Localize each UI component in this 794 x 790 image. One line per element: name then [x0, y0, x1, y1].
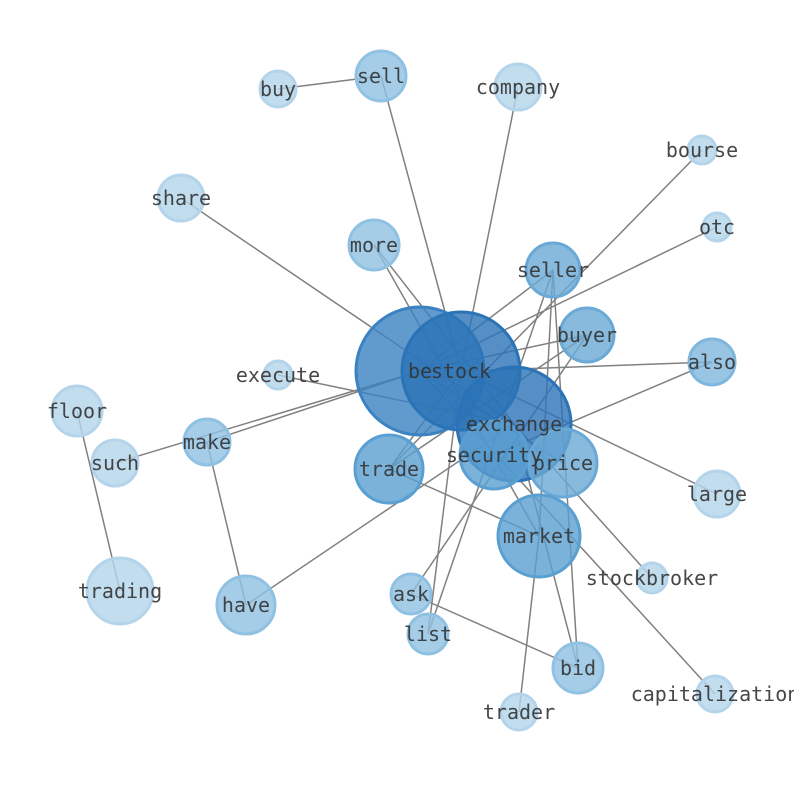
node-label-large: large	[687, 482, 747, 506]
node-label-bourse: bourse	[666, 138, 738, 162]
node-label-floor: floor	[47, 399, 107, 423]
node-label-buy: buy	[260, 77, 296, 101]
node-label-trader: trader	[483, 700, 555, 724]
node-buyer	[558, 306, 616, 364]
node-label-company: company	[476, 75, 560, 99]
node-label-exchange: exchange	[466, 412, 562, 436]
node-bourse	[686, 134, 718, 166]
node-label-price: price	[533, 451, 593, 475]
nodes-layer	[50, 49, 742, 732]
node-trade	[353, 433, 425, 505]
node-label-share: share	[151, 186, 211, 210]
node-also	[687, 337, 737, 387]
edge-ask-bid	[410, 593, 579, 669]
node-price	[527, 427, 599, 499]
node-label-stockbroker: stockbroker	[586, 566, 718, 590]
node-label-have: have	[222, 593, 270, 617]
node-market	[496, 493, 582, 579]
node-stockbroker	[635, 561, 669, 595]
node-label-make: make	[183, 430, 231, 454]
node-label-also: also	[688, 350, 736, 374]
node-have	[215, 574, 277, 636]
node-label-buyer: buyer	[557, 323, 617, 347]
node-label-bid: bid	[560, 656, 596, 680]
node-large	[692, 469, 742, 519]
node-label-be: be	[408, 359, 432, 383]
node-label-capitalization: capitalization	[631, 682, 794, 706]
node-label-execute: execute	[236, 363, 320, 387]
node-label-list: list	[404, 622, 452, 646]
node-share	[156, 173, 206, 223]
node-more	[347, 218, 401, 272]
node-label-seller: seller	[517, 258, 589, 282]
node-list	[406, 612, 450, 656]
node-execute	[262, 359, 294, 391]
node-label-such: such	[91, 451, 139, 475]
node-trader	[499, 692, 539, 732]
node-label-trading: trading	[78, 579, 162, 603]
node-label-otc: otc	[699, 215, 735, 239]
node-trading	[85, 556, 155, 626]
node-company	[493, 62, 543, 112]
node-bid	[551, 641, 605, 695]
labels-layer: buy sell company bourse share more seller otc bu…	[47, 64, 794, 724]
node-security	[458, 419, 530, 491]
node-seller	[524, 241, 582, 299]
node-capitalization	[695, 674, 735, 714]
node-label-trade: trade	[359, 457, 419, 481]
node-such	[90, 438, 140, 488]
node-label-market: market	[503, 524, 575, 548]
node-label-security: security	[446, 443, 542, 467]
node-ask	[389, 572, 433, 616]
node-buy	[258, 69, 298, 109]
node-otc	[701, 211, 733, 243]
node-label-stock: stock	[431, 359, 491, 383]
node-make	[182, 417, 232, 467]
node-label-ask: ask	[393, 582, 429, 606]
node-label-more: more	[350, 233, 398, 257]
node-sell	[354, 49, 408, 103]
node-floor	[50, 384, 104, 438]
node-label-sell: sell	[357, 64, 405, 88]
